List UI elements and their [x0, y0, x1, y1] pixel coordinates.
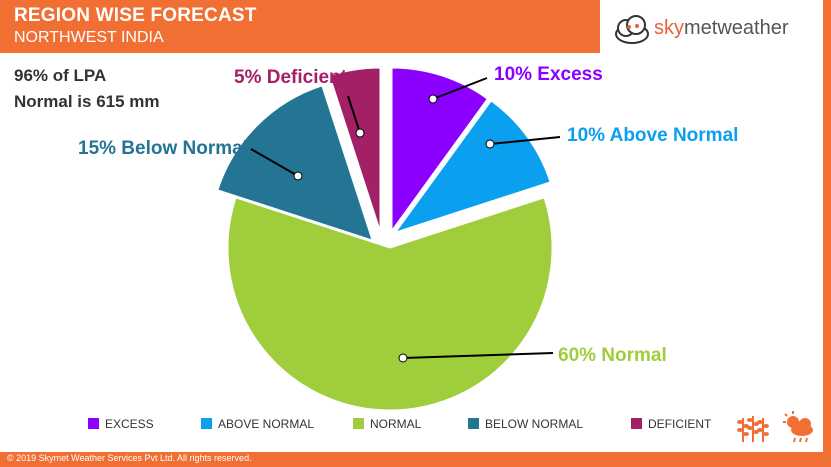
- leader-line-deficient: [347, 95, 361, 134]
- cloud-logo-icon: [615, 15, 649, 44]
- legend-swatch-excess: [88, 418, 99, 429]
- pie-slice-normal: [227, 197, 553, 411]
- copyright-text: © 2019 Skymet Weather Services Pvt Ltd. …: [7, 453, 252, 463]
- side-accent-bar: [823, 0, 831, 453]
- data-label-normal: 60% Normal: [558, 345, 667, 366]
- data-label-excess: 10% Excess: [494, 64, 603, 85]
- pie-slice-above-normal: [394, 100, 551, 233]
- rain-cloud-icon: [783, 411, 813, 443]
- data-label-below-normal: 15% Below Normal: [78, 138, 248, 159]
- leader-line-below-normal: [250, 148, 299, 177]
- legend-swatch-deficient: [631, 418, 642, 429]
- footer-bar: © 2019 Skymet Weather Services Pvt Ltd. …: [0, 452, 831, 467]
- leader-line-normal: [402, 352, 554, 359]
- pie-slice-excess: [391, 67, 488, 232]
- leader-dot-normal: [398, 353, 408, 363]
- pie-slice-below-normal: [217, 85, 373, 241]
- legend-swatch-normal: [353, 418, 364, 429]
- legend-label-normal: NORMAL: [370, 417, 422, 431]
- normal-rainfall-text: Normal is 615 mm: [14, 92, 160, 111]
- legend-label-above-normal: ABOVE NORMAL: [218, 417, 315, 431]
- header-banner: REGION WISE FORECAST NORTHWEST INDIA: [0, 0, 600, 53]
- logo-wordmark: skymetweather: [654, 17, 789, 40]
- leader-line-excess: [432, 77, 488, 100]
- legend-swatch-below-normal: [468, 418, 479, 429]
- leader-dot-excess: [428, 94, 438, 104]
- crop-icon: [737, 416, 769, 442]
- leader-dot-below-normal: [293, 171, 303, 181]
- logo-sky: sky: [654, 17, 684, 39]
- page-subtitle: NORTHWEST INDIA: [14, 29, 164, 46]
- legend-swatch-above-normal: [201, 418, 212, 429]
- lpa-text: 96% of LPA: [14, 66, 107, 85]
- legend-label-excess: EXCESS: [105, 417, 154, 431]
- legend-label-below-normal: BELOW NORMAL: [485, 417, 584, 431]
- data-label-deficient: 5% Deficient: [234, 67, 348, 88]
- pie-slice-deficient: [329, 67, 381, 231]
- leader-dot-above-normal: [485, 139, 495, 149]
- logo: [604, 4, 818, 50]
- logo-metweather: metweather: [684, 17, 789, 39]
- leader-dot-deficient: [355, 128, 365, 138]
- page-title: REGION WISE FORECAST: [14, 5, 257, 26]
- data-label-above-normal: 10% Above Normal: [567, 125, 738, 146]
- legend-label-deficient: DEFICIENT: [648, 417, 712, 431]
- leader-line-above-normal: [489, 136, 561, 145]
